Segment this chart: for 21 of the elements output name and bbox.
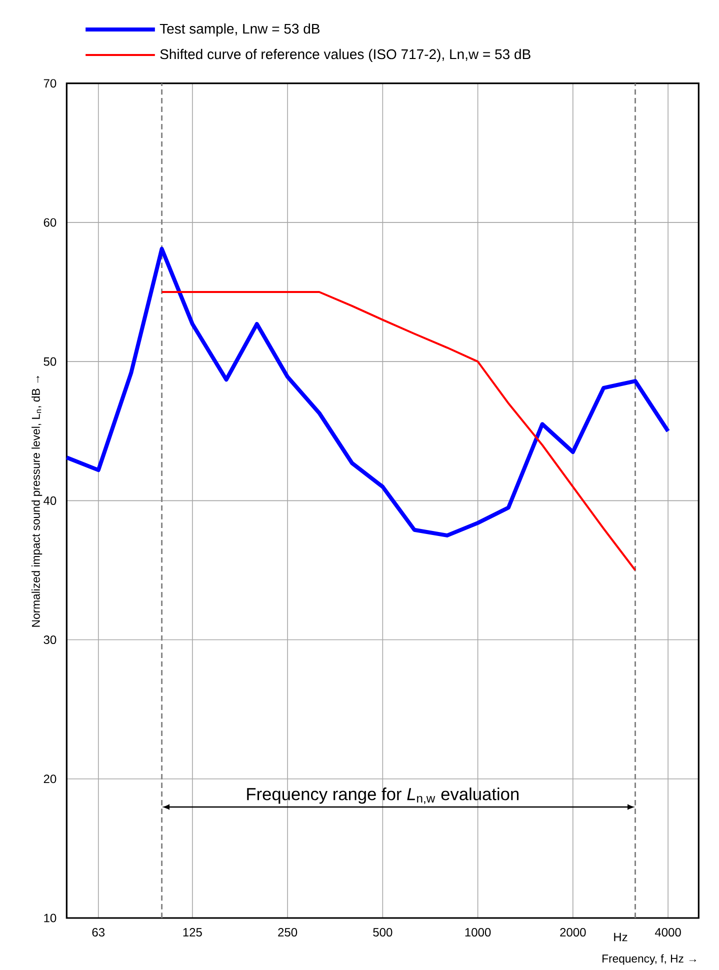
y-tick-label: 40 bbox=[44, 496, 56, 505]
x-tick-label: 250 bbox=[278, 928, 298, 937]
legend-label: Shifted curve of reference values (ISO 717-2), Ln,w = 53 dB bbox=[160, 48, 530, 62]
annotation: Frequency range for L$_{n,w}$ evaluation bbox=[247, 788, 518, 804]
x-tick-label: 2000 bbox=[560, 928, 586, 937]
text: Hz bbox=[614, 932, 628, 942]
x-tick-label: 1000 bbox=[465, 928, 491, 937]
legend-label: Test sample, Lnw = 53 dB bbox=[160, 23, 320, 36]
y-tick-label: 50 bbox=[44, 357, 56, 366]
x-tick-label: 125 bbox=[183, 928, 202, 937]
y-axis-title: Normalized impact sound pressure level, L$_{n}$, dB → bbox=[32, 376, 42, 627]
y-tick-label: 30 bbox=[44, 636, 56, 644]
y-tick-label: 20 bbox=[44, 774, 56, 784]
x-tick-label: 4000 bbox=[654, 928, 681, 937]
y-tick-label: 10 bbox=[44, 914, 56, 922]
x-axis-title: Frequency, f, Hz → bbox=[602, 954, 696, 965]
line-series bbox=[64, 246, 670, 538]
y-tick-label: 60 bbox=[44, 218, 56, 227]
y-tick-label: 70 bbox=[44, 79, 56, 88]
x-tick-label: 500 bbox=[373, 928, 392, 937]
x-tick-label: 63 bbox=[92, 928, 105, 937]
